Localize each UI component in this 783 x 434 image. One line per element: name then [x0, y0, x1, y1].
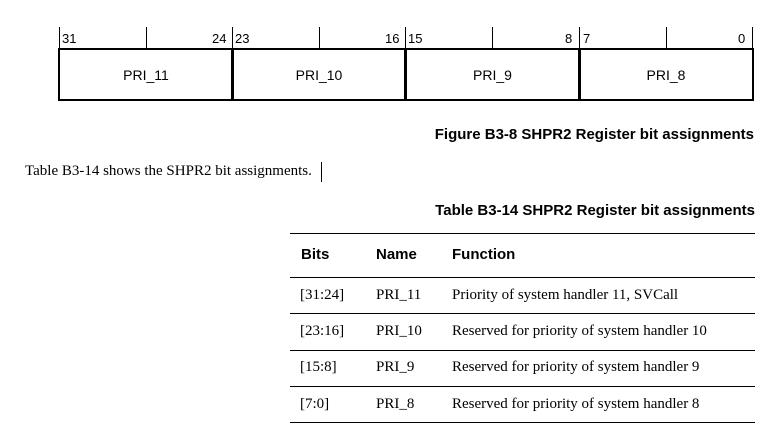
bit-tick — [666, 27, 667, 49]
cell-name: PRI_11 — [376, 287, 422, 303]
header-name: Name — [376, 246, 417, 263]
cell-function: Reserved for priority of system handler … — [452, 396, 700, 412]
bit-number: 8 — [565, 31, 573, 46]
field-pri-11: PRI_11 — [58, 48, 234, 101]
bit-tick — [492, 27, 493, 49]
cell-name: PRI_9 — [376, 359, 415, 375]
bit-number: 0 — [738, 31, 746, 46]
header-bits: Bits — [301, 246, 330, 263]
cell-bits: [7:0] — [300, 396, 330, 412]
table-rule — [290, 350, 755, 351]
cell-bits: [31:24] — [300, 287, 345, 303]
bit-tick — [579, 27, 580, 49]
bit-number: 24 — [212, 31, 227, 46]
cell-function: Reserved for priority of system handler … — [452, 359, 700, 375]
table-rule — [290, 277, 755, 278]
bit-number: 7 — [583, 31, 591, 46]
table-rule — [290, 313, 755, 314]
table-title: Table B3-14 SHPR2 Register bit assignmen… — [435, 202, 755, 219]
bit-number: 16 — [385, 31, 400, 46]
header-function: Function — [452, 246, 516, 263]
cell-name: PRI_10 — [376, 323, 422, 339]
bit-number: 15 — [408, 31, 423, 46]
figure-caption: Figure B3-8 SHPR2 Register bit assignmen… — [434, 126, 754, 143]
field-pri-10: PRI_10 — [231, 48, 407, 101]
cell-name: PRI_8 — [376, 396, 415, 412]
table-rule — [290, 422, 755, 423]
table-rule — [290, 233, 755, 234]
cell-bits: [23:16] — [300, 323, 345, 339]
cell-function: Priority of system handler 11, SVCall — [452, 287, 679, 303]
table-rule — [290, 386, 755, 387]
field-pri-8: PRI_8 — [578, 48, 754, 101]
bit-tick — [405, 27, 406, 49]
bit-number: 23 — [235, 31, 250, 46]
bit-tick — [146, 27, 147, 49]
bit-tick — [319, 27, 320, 49]
cell-function: Reserved for priority of system handler … — [452, 323, 707, 339]
bit-tick — [752, 27, 753, 49]
cell-bits: [15:8] — [300, 359, 337, 375]
bit-tick — [232, 27, 233, 49]
bit-number: 31 — [62, 31, 77, 46]
body-text[interactable]: Table B3-14 shows the SHPR2 bit assignme… — [25, 163, 312, 179]
field-pri-9: PRI_9 — [404, 48, 581, 101]
bit-tick — [59, 27, 60, 49]
text-cursor — [321, 162, 322, 182]
